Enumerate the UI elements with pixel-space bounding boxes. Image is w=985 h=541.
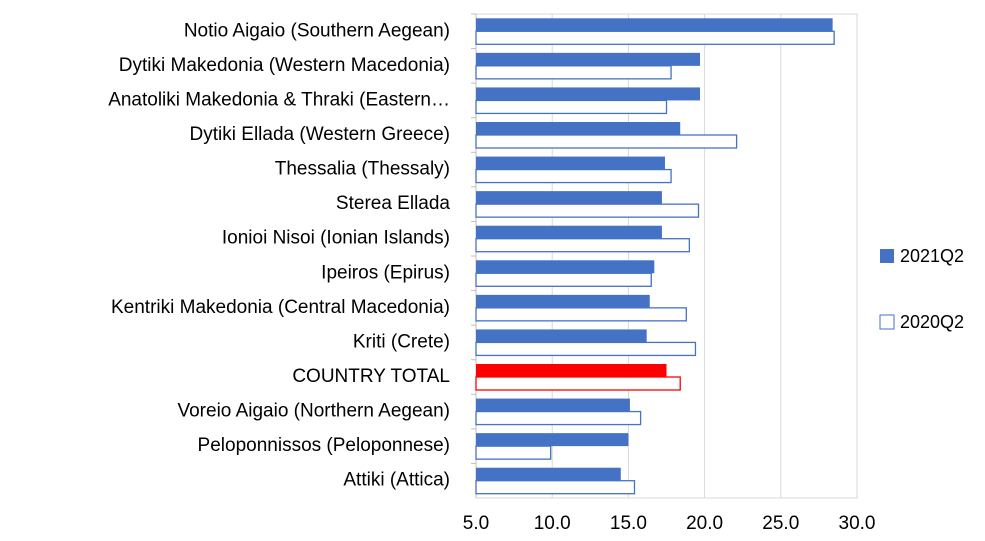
y-tick-label: Dytiki Ellada (Western Greece): [190, 124, 450, 145]
bar: [475, 341, 697, 357]
y-tick-label: Ionioi Nisoi (Ionian Islands): [222, 228, 450, 249]
bar: [475, 168, 672, 184]
bar: [475, 445, 552, 460]
y-tick-label: Kentriki Makedonia (Central Macedonia): [111, 297, 450, 318]
bar: [475, 376, 681, 391]
bar: [476, 398, 630, 412]
x-tick-label: 10.0: [534, 513, 571, 534]
bar: [476, 191, 662, 205]
bar: [476, 433, 629, 447]
bar: [476, 156, 665, 170]
bar: [475, 272, 652, 287]
x-tick-label: 5.0: [463, 513, 489, 534]
legend-swatch: [880, 249, 894, 263]
bar: [475, 134, 738, 149]
x-tick-label: 25.0: [762, 513, 799, 534]
x-tick-label: 30.0: [839, 513, 876, 534]
x-tick-label: 15.0: [610, 513, 647, 534]
y-tick-label: Ipeiros (Epirus): [321, 262, 450, 283]
bar: [476, 364, 667, 377]
legend-label: 2021Q2: [900, 246, 964, 266]
bar: [476, 260, 655, 274]
bar: [475, 238, 691, 253]
y-tick-label: COUNTRY TOTAL: [292, 366, 450, 387]
bar: [476, 467, 621, 481]
bar: [476, 52, 701, 66]
bar: [476, 122, 681, 135]
y-tick-label: Notio Aigaio (Southern Aegean): [184, 20, 450, 41]
bar: [475, 65, 672, 80]
bar: [475, 307, 687, 322]
y-tick-label: Peloponnissos (Peloponnese): [198, 435, 450, 456]
bar: [475, 203, 700, 218]
legend-swatch: [879, 314, 895, 330]
bar: [476, 329, 647, 343]
bar: [476, 87, 701, 101]
x-tick-label: 20.0: [686, 513, 723, 534]
bar: [475, 480, 636, 495]
legend: 2021Q2 2020Q2: [879, 246, 964, 332]
legend-label: 2020Q2: [900, 312, 964, 332]
bar: [476, 294, 650, 308]
y-tick-label: Anatoliki Makedonia & Thraki (Eastern…: [108, 89, 450, 110]
bar: [476, 225, 662, 239]
y-tick-label: Voreio Aigaio (Northern Aegean): [177, 401, 450, 422]
y-tick-label: Sterea Ellada: [336, 193, 451, 214]
bar: [476, 18, 833, 32]
y-tick-label: Kriti (Crete): [353, 331, 450, 352]
y-tick-label: Thessalia (Thessaly): [275, 159, 450, 180]
bar: [475, 99, 668, 115]
y-tick-label: Dytiki Makedonia (Western Macedonia): [119, 55, 450, 76]
bar: [475, 410, 642, 426]
y-tick-label: Attiki (Attica): [343, 470, 450, 491]
bar: [475, 30, 835, 45]
